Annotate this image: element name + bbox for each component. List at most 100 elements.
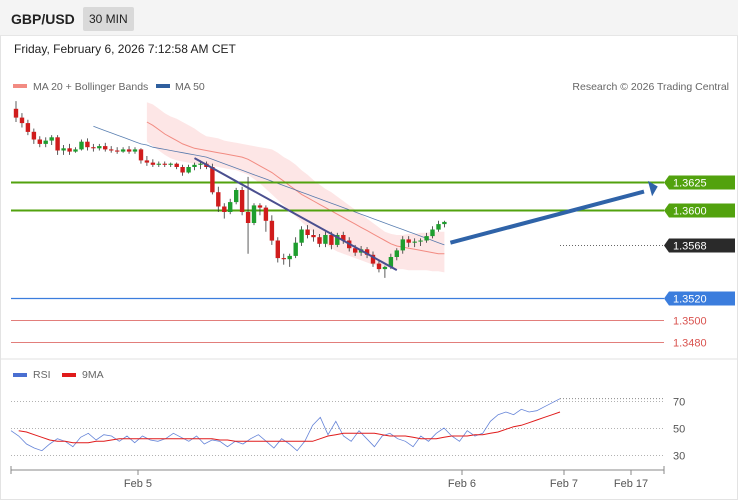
candle — [412, 241, 417, 243]
candle — [126, 149, 132, 152]
bollinger-band — [146, 102, 445, 273]
candle — [115, 150, 120, 152]
candle — [210, 167, 215, 193]
bollinger-band-layer — [146, 102, 445, 273]
price-label-1.3568: 1.3568 — [673, 241, 707, 253]
price-label-1.3520: 1.3520 — [673, 294, 707, 306]
candle — [269, 220, 275, 241]
candle — [73, 149, 78, 152]
price-tag-current — [664, 238, 735, 253]
price-levels-layer: 1.3625 1.3600 1.3568 1.3520 1.3500 1.3480 — [11, 175, 735, 350]
ma20-legend-label: MA 20 + Bollinger Bands — [33, 81, 148, 93]
forecast-arrow-shaft — [449, 189, 645, 245]
candle — [299, 229, 304, 243]
candle — [13, 108, 19, 118]
x-axis-ticks: Feb 5 Feb 6 Feb 7 Feb 17 — [10, 466, 665, 490]
candle — [287, 255, 292, 260]
price-label-1.3480: 1.3480 — [673, 338, 707, 350]
candle — [31, 131, 37, 140]
candle — [353, 248, 358, 253]
candle — [382, 266, 388, 270]
candle — [430, 229, 435, 237]
rsi-tick-30: 30 — [673, 451, 685, 463]
candle — [85, 141, 90, 148]
ma50-line — [93, 125, 445, 246]
rsi-tick-70: 70 — [673, 397, 685, 409]
moving-average-layer — [93, 121, 445, 255]
candle — [43, 140, 48, 144]
candle — [138, 149, 144, 161]
candle — [144, 160, 150, 163]
ma20-legend-swatch — [13, 84, 27, 88]
candle — [168, 163, 173, 165]
candle — [120, 149, 126, 152]
candle — [442, 221, 447, 225]
timeframe-badge[interactable]: 30 MIN — [83, 7, 134, 31]
rsi-ma-legend-swatch — [62, 373, 76, 377]
price-tag-resistance — [664, 175, 735, 190]
candle — [239, 190, 245, 212]
candle — [234, 190, 239, 203]
candle — [25, 123, 31, 132]
price-label-1.3625: 1.3625 — [673, 178, 707, 190]
candle — [180, 167, 185, 173]
candle — [311, 235, 316, 238]
candle — [400, 239, 405, 251]
candle — [245, 212, 251, 223]
candle — [370, 254, 376, 264]
timestamp: Friday, February 6, 2026 7:12:58 AM CET — [14, 42, 236, 56]
ma50-legend-swatch — [156, 84, 170, 88]
candle — [341, 235, 346, 241]
candle — [19, 117, 25, 124]
rsi-legend-swatch — [13, 373, 27, 377]
x-tick-label: Feb 6 — [448, 478, 476, 490]
research-credit: Research © 2026 Trading Central — [572, 81, 729, 93]
price-tag-resistance — [664, 203, 735, 218]
candle — [406, 239, 411, 243]
candle — [222, 206, 227, 212]
price-label-1.3500: 1.3500 — [673, 316, 707, 328]
candle — [376, 263, 382, 270]
x-tick-label: Feb 17 — [614, 478, 648, 490]
rsi-ma-legend-label: 9MA — [82, 369, 104, 381]
candle — [418, 240, 423, 242]
candle — [79, 141, 84, 150]
rsi-tick-50: 50 — [673, 424, 685, 436]
price-label-1.3600: 1.3600 — [673, 206, 707, 218]
candle — [97, 146, 102, 149]
rsi-legend-label: RSI — [33, 369, 51, 381]
rsi-panel: 70 50 30 — [10, 397, 685, 463]
candle — [61, 148, 66, 151]
candle — [335, 235, 340, 245]
candle — [323, 235, 328, 244]
price-tag-support — [664, 291, 735, 306]
candle — [103, 146, 108, 150]
candle — [49, 137, 54, 141]
candle — [424, 236, 429, 241]
candle — [394, 250, 399, 257]
candle — [55, 137, 60, 151]
candle — [186, 167, 191, 173]
candle — [150, 162, 156, 165]
annotation-layer — [194, 157, 658, 272]
candle — [198, 163, 203, 165]
symbol-title: GBP/USD — [11, 11, 75, 27]
ma50-legend-label: MA 50 — [175, 81, 205, 93]
x-tick-label: Feb 5 — [124, 478, 152, 490]
candle — [263, 207, 269, 221]
candle — [251, 205, 257, 223]
candle — [156, 163, 161, 165]
candle — [67, 148, 72, 152]
candle — [317, 237, 322, 244]
candle — [293, 242, 298, 256]
candle — [174, 163, 179, 167]
rsi-series-9ma — [18, 411, 561, 444]
rsi-series-rsi — [10, 398, 561, 452]
candles-layer — [13, 101, 447, 278]
candle — [329, 235, 334, 245]
candle — [37, 139, 42, 144]
candle — [436, 224, 441, 230]
candle — [91, 147, 96, 149]
candle — [281, 258, 286, 260]
